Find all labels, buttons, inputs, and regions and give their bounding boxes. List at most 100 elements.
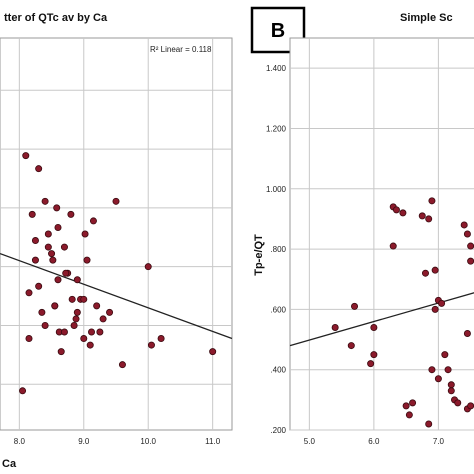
panel-a-fit-line <box>0 252 233 340</box>
panel-a-data-point <box>83 256 91 264</box>
panel-a-data-point <box>70 321 78 329</box>
panel-b-data-point <box>467 402 474 410</box>
panel-b-data-point <box>409 399 417 407</box>
panel-a-data-point <box>86 341 94 349</box>
panel-a-data-point <box>31 256 39 264</box>
panel-b-y-tick-label: .800 <box>270 245 286 254</box>
panel-b-letter: B <box>271 20 285 42</box>
panel-a-data-point <box>96 328 104 336</box>
panel-b-data-point <box>428 366 436 374</box>
panel-b-data-point <box>347 342 355 350</box>
panel-b-data-point <box>425 420 433 428</box>
panel-b-data-point <box>454 399 462 407</box>
panel-b-data-point <box>431 305 439 313</box>
panel-a-data-point <box>106 308 114 316</box>
panel-a-data-point <box>81 230 89 238</box>
panel-b-y-tick-label: .400 <box>270 366 286 375</box>
panel-b-data-point <box>405 411 413 419</box>
panel-a-points <box>19 152 217 395</box>
panel-b-data-point <box>370 323 378 331</box>
panel-b-data-point <box>444 366 452 374</box>
panel-b-y-tick-label: .600 <box>270 305 286 314</box>
panel-a-data-point <box>88 328 96 336</box>
panel-a-data-point <box>44 230 52 238</box>
panel-b-data-point <box>421 269 429 277</box>
panel-a-data-point <box>25 289 33 297</box>
panel-a-data-point <box>28 210 36 218</box>
panel-b-data-point <box>460 221 468 229</box>
panel-a-data-point <box>112 197 120 205</box>
panel-a-data-point <box>118 361 126 369</box>
panel-b-fit-line <box>289 292 474 347</box>
panel-b-x-tick-label: 6.0 <box>368 437 380 446</box>
panel-b-data-point <box>428 197 436 205</box>
panel-b: B Simple Sc 5.0 6.0 7.0 .200 .400 .600 .800 1.0… <box>234 0 474 474</box>
panel-b-data-point <box>467 242 474 250</box>
panel-b-data-point <box>447 381 455 389</box>
panel-b-y-tick-label: 1.400 <box>266 64 287 73</box>
panel-a-rsq-label: R² Linear = 0.118 <box>150 45 212 54</box>
panel-a-data-point <box>67 210 75 218</box>
panel-a-title: tter of QTc av by Ca <box>4 12 108 24</box>
panel-a-data-point <box>35 165 43 173</box>
panel-b-data-point <box>370 351 378 359</box>
panel-b-data-point <box>351 302 359 310</box>
panel-a-data-point <box>60 243 68 251</box>
panel-a-data-point <box>60 328 68 336</box>
panel-a-data-point <box>93 302 101 310</box>
panel-a-x-tick-label: 8.0 <box>14 437 26 446</box>
panel-b-data-point <box>441 351 449 359</box>
panel-a-data-point <box>99 315 107 323</box>
panel-a-data-point <box>19 387 27 395</box>
panel-b-data-point <box>399 209 407 217</box>
panel-a-data-point <box>157 335 165 343</box>
panel-a-data-point <box>144 263 152 271</box>
panel-b-points <box>331 197 474 428</box>
panel-a-data-point <box>80 335 88 343</box>
panel-b-x-tick-label: 7.0 <box>433 437 445 446</box>
panel-a-data-point <box>80 295 88 303</box>
panel-b-tick-labels: 5.0 6.0 7.0 .200 .400 .600 .800 1.000 1.200 1.400 <box>266 64 445 446</box>
panel-b-data-point <box>467 257 474 265</box>
panel-b-gridlines <box>290 38 474 431</box>
panel-a: tter of QTc av by Ca 8.0 9.0 10.0 11.0 R² L… <box>0 0 234 474</box>
panel-a-data-point <box>22 152 30 160</box>
panel-b-y-tick-label: 1.200 <box>266 124 287 133</box>
panel-b-data-point <box>463 330 471 338</box>
panel-b-data-point <box>431 266 439 274</box>
panel-a-data-point <box>73 308 81 316</box>
panel-a-data-point <box>209 348 217 356</box>
panel-a-x-axis-label: Ca <box>2 458 17 470</box>
panel-a-data-point <box>68 295 76 303</box>
panel-b-data-point <box>463 230 471 238</box>
panel-a-data-point <box>38 308 46 316</box>
panel-a-data-point <box>54 276 62 284</box>
panel-a-x-tick-label: 10.0 <box>140 437 156 446</box>
panel-b-data-point <box>331 323 339 331</box>
panel-b-data-point <box>367 360 375 368</box>
panel-a-x-tick-label: 9.0 <box>78 437 90 446</box>
panel-a-plot-frame <box>0 37 233 431</box>
panel-b-y-axis-label: Tp-e/QT <box>253 234 265 276</box>
panel-b-x-tick-label: 5.0 <box>304 437 316 446</box>
panel-a-tick-labels: 8.0 9.0 10.0 11.0 <box>14 437 221 446</box>
panel-a-data-point <box>62 269 70 277</box>
panel-a-data-point <box>54 223 62 231</box>
panel-a-data-point <box>41 321 49 329</box>
panel-b-title: Simple Sc <box>400 12 453 24</box>
panel-b-data-point <box>418 212 426 220</box>
panel-a-data-point <box>48 250 56 258</box>
panel-a-data-point <box>44 243 52 251</box>
panel-a-data-point <box>147 341 155 349</box>
panel-a-data-point <box>53 204 61 212</box>
panel-a-data-point <box>72 315 80 323</box>
panel-b-data-point <box>392 206 400 214</box>
panel-b-data-point <box>438 299 446 307</box>
panel-b-data-point <box>402 402 410 410</box>
panel-a-data-point <box>31 237 39 245</box>
panel-b-data-point <box>447 387 455 395</box>
panel-a-data-point <box>35 282 43 290</box>
panel-b-data-point <box>425 215 433 223</box>
panel-a-data-point <box>25 335 33 343</box>
panel-b-data-point <box>434 375 442 383</box>
